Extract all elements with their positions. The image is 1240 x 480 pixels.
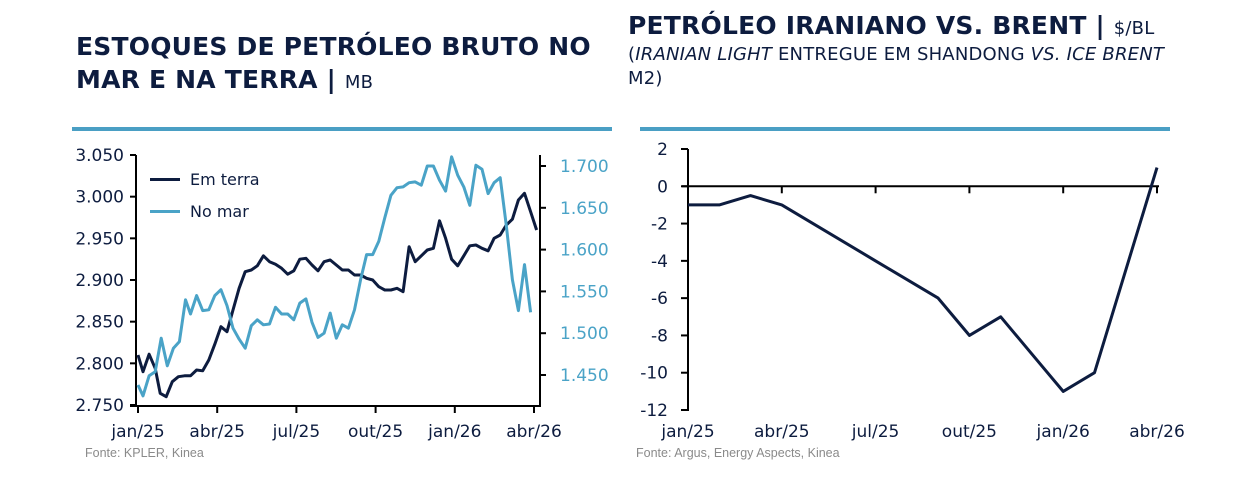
right-y-tick-label: 1.600: [560, 241, 609, 261]
subtitle-middle: ENTREGUE EM SHANDONG: [772, 44, 1031, 65]
legend-label-no-mar: No mar: [190, 201, 249, 221]
left-y-tick-label: 2.850: [75, 313, 124, 333]
x-tick-label-jan-25: jan/25: [110, 422, 164, 442]
x-tick-label-out-25: out/25: [942, 422, 997, 442]
subtitle-italic-iranian-light: IRANIAN LIGHT: [635, 44, 773, 65]
right-y-tick-label: 1.450: [560, 366, 609, 386]
x-tick-label-jul-25: jul/25: [851, 422, 900, 442]
subtitle-open: (: [628, 44, 636, 65]
y-tick-label: -6: [651, 289, 668, 309]
y-tick-label: 0: [657, 177, 668, 197]
left-y-tick-label: 3.050: [75, 146, 124, 166]
x-tick-label-out-25: out/25: [348, 422, 403, 442]
left-y-tick-label: 2.900: [75, 271, 124, 291]
right-chart-unit: $/BL: [1113, 18, 1155, 39]
left-chart-title: ESTOQUES DE PETRÓLEO BRUTO NO MAR E NA T…: [76, 30, 616, 99]
left-chart-unit: MB: [344, 72, 374, 93]
left-y-tick-label: 2.950: [75, 229, 124, 249]
right-title-rule: [640, 127, 1170, 131]
x-tick-label-abr-25: abr/25: [754, 422, 810, 442]
left-chart-source: Fonte: KPLER, Kinea: [85, 446, 204, 460]
x-tick-label-jul-25: jul/25: [272, 422, 321, 442]
legend-swatch-no-mar: [150, 209, 180, 213]
legend-item-em-terra: Em terra: [150, 163, 260, 195]
right-y-tick-label: 1.700: [560, 157, 609, 177]
series-line-no-mar: [136, 155, 533, 398]
legend-item-no-mar: No mar: [150, 195, 260, 227]
legend-label-em-terra: Em terra: [190, 169, 260, 189]
x-tick-label-abr-25: abr/25: [189, 422, 245, 442]
left-y-tick-label: 2.800: [75, 354, 124, 374]
right-chart-source: Fonte: Argus, Energy Aspects, Kinea: [636, 446, 840, 460]
right-chart-subtitle: (IRANIAN LIGHT ENTREGUE EM SHANDONG VS. …: [628, 43, 1188, 91]
right-chart-title-text: PETRÓLEO IRANIANO VS. BRENT |: [628, 11, 1105, 40]
y-tick-label: 2: [657, 140, 668, 160]
left-chart-title-text: ESTOQUES DE PETRÓLEO BRUTO NO MAR E NA T…: [76, 32, 591, 94]
legend-swatch-em-terra: [150, 177, 180, 181]
subtitle-italic-ice-brent: VS. ICE BRENT: [1030, 44, 1165, 65]
left-y-tick-label: 2.750: [75, 396, 124, 416]
y-tick-label: -2: [651, 215, 668, 235]
left-chart-legend: Em terra No mar: [150, 163, 260, 227]
subtitle-end: M2): [628, 68, 663, 89]
x-tick-label-jan-25: jan/25: [660, 422, 714, 442]
x-tick-label-jan-26: jan/26: [1036, 422, 1090, 442]
right-chart-title: PETRÓLEO IRANIANO VS. BRENT | $/BL (IRAN…: [628, 12, 1188, 91]
right-y-tick-label: 1.650: [560, 199, 609, 219]
x-tick-label-abr-26: abr/26: [1129, 422, 1185, 442]
left-y-tick-label: 3.000: [75, 188, 124, 208]
y-tick-label: -12: [640, 401, 668, 421]
y-tick-label: -4: [651, 252, 668, 272]
series-line-iranian-vs-brent: [688, 167, 1159, 393]
x-tick-label-jan-26: jan/26: [427, 422, 481, 442]
y-tick-label: -8: [651, 326, 668, 346]
y-tick-label: -10: [640, 364, 668, 384]
left-title-rule: [72, 127, 612, 131]
x-tick-label-abr-26: abr/26: [506, 422, 562, 442]
right-y-tick-label: 1.500: [560, 324, 609, 344]
right-y-tick-label: 1.550: [560, 282, 609, 302]
